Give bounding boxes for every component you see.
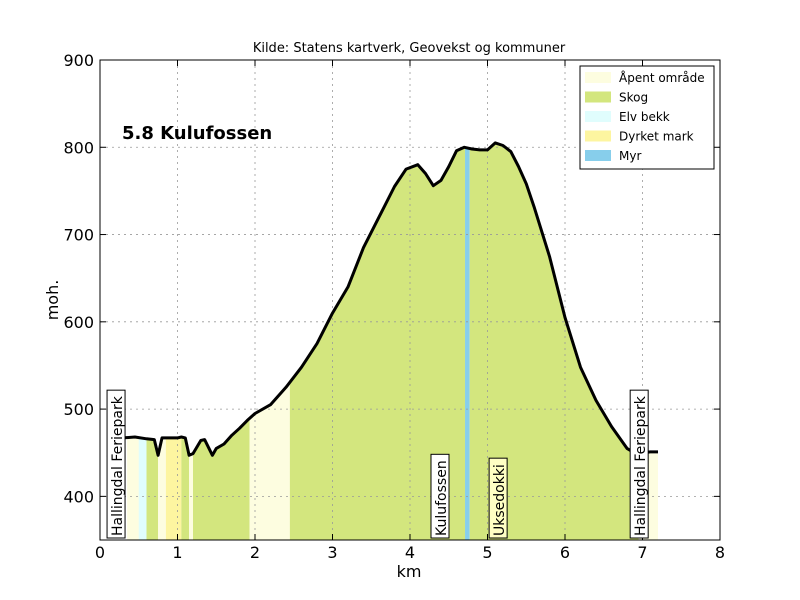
place-label: Hallingdal Feriepark: [629, 389, 649, 539]
axes-layer: 0 1 2 3 4 5 6 7 8 400 500 600 700 800 900: [63, 51, 725, 562]
x-tick-label: 7: [637, 543, 647, 562]
place-label-box: [488, 457, 508, 539]
land-cover-segment: [193, 418, 250, 540]
x-tick-label: 2: [250, 543, 260, 562]
legend-swatch: [585, 111, 611, 122]
legend-swatch: [585, 72, 611, 83]
land-cover-segment: [249, 382, 290, 540]
land-cover-segment: [138, 437, 147, 540]
place-label-text: Hallingdal Feriepark: [110, 395, 126, 536]
y-tick-label: 600: [63, 313, 94, 332]
elevation-line: [106, 141, 658, 459]
x-tick-label: 3: [327, 543, 337, 562]
legend-swatch: [585, 91, 611, 103]
land-cover-segment: [146, 438, 159, 540]
land-cover-segment: [289, 147, 466, 541]
y-tick-label: 400: [63, 487, 94, 506]
place-label: Uksedokki: [488, 457, 508, 539]
y-axis-title: moh.: [43, 280, 62, 321]
legend-label: Elv bekk: [619, 110, 670, 124]
legend-label: Dyrket mark: [619, 130, 694, 144]
legend: Åpent område Skog Elv bekk Dyrket mark Myr: [579, 65, 715, 170]
y-tick-label: 700: [63, 226, 94, 245]
x-tick-label: 5: [482, 543, 492, 562]
legend-label: Skog: [619, 91, 648, 105]
y-tick-label: 900: [63, 51, 94, 70]
y-tick-label: 500: [63, 400, 94, 419]
place-label-text: Uksedokki: [492, 464, 508, 536]
land-cover-segment: [158, 437, 166, 540]
x-tick-label: 0: [95, 543, 105, 562]
legend-label: Åpent område: [619, 70, 705, 85]
elevation-line-layer: [106, 141, 658, 459]
legend-swatch: [585, 130, 611, 142]
place-label-box: [430, 453, 450, 539]
chart-title: Kilde: Statens kartverk, Geovekst og kom…: [253, 41, 566, 56]
place-label-box: [629, 389, 649, 539]
place-labels-layer: Hallingdal Feriepark Kulufossen Uksedokki H…: [106, 389, 649, 539]
x-tick-label: 4: [405, 543, 415, 562]
x-tick-label: 1: [172, 543, 182, 562]
place-label-text: Hallingdal Feriepark: [633, 395, 649, 536]
x-tick-label: 8: [715, 543, 725, 562]
x-axis-title: km: [397, 562, 422, 581]
land-cover-segment: [181, 437, 190, 540]
y-tick-label: 800: [63, 138, 94, 157]
land-cover-segment: [469, 142, 639, 540]
land-cover-segment: [165, 437, 182, 540]
route-label: 5.8 Kulufossen: [122, 123, 272, 144]
legend-label: Myr: [619, 149, 641, 163]
place-label: Hallingdal Feriepark: [106, 389, 126, 539]
x-tick-label: 6: [560, 543, 570, 562]
land-cover-segment: [465, 147, 470, 540]
legend-swatch: [585, 150, 611, 161]
place-label-text: Kulufossen: [434, 460, 450, 536]
place-label-box: [106, 389, 126, 539]
place-label: Kulufossen: [430, 453, 450, 539]
land-cover-segment: [189, 453, 193, 540]
